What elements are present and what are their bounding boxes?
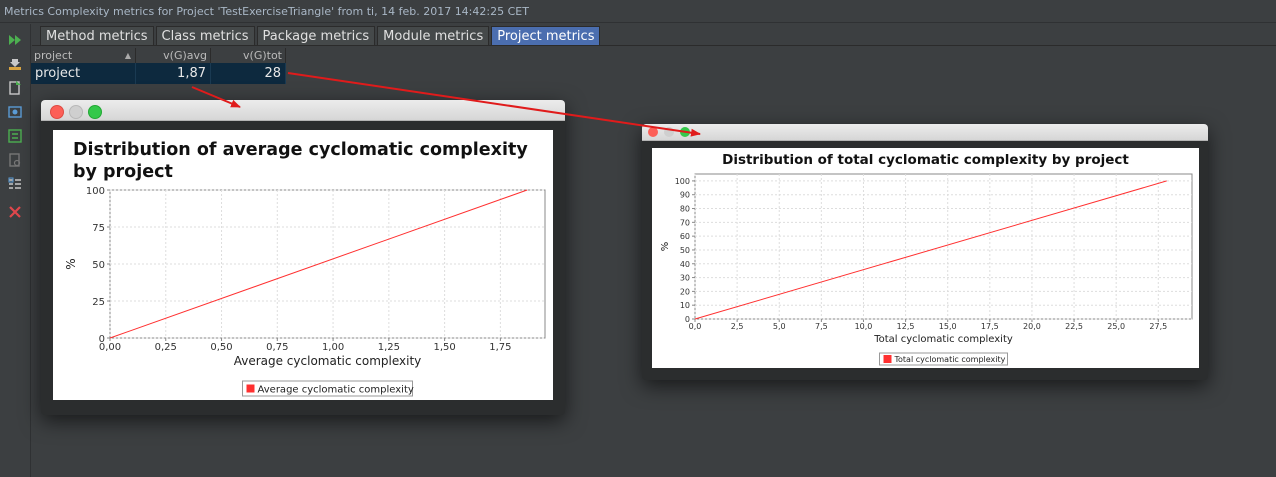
- export-file-icon[interactable]: [7, 80, 23, 96]
- tot-chart-plot: 0,0 2,5 5,0 7,5 10,0 12,5 15,0 17,5 20,0 22,5 25,0…: [660, 173, 1193, 366]
- window-title: Metrics Complexity metrics for Project '…: [0, 0, 1276, 23]
- series-line: [694, 180, 1167, 320]
- y-tick-label: 50: [680, 246, 690, 255]
- legend-swatch: [883, 355, 892, 363]
- metrics-tabs: Method metrics Class metrics Package met…: [40, 26, 601, 46]
- x-tick-label: 1,50: [433, 342, 455, 353]
- settings-icon[interactable]: [7, 176, 23, 192]
- pdf-icon[interactable]: [7, 152, 23, 168]
- x-tick-label: 0,00: [99, 342, 121, 353]
- x-tick-label: 10,0: [855, 322, 873, 331]
- y-tick-label: 20: [680, 287, 690, 296]
- y-tick-label: 50: [92, 260, 105, 271]
- legend-label: Total cyclomatic complexity: [894, 355, 1006, 364]
- x-tick-label: 17,5: [981, 322, 999, 331]
- metrics-toolbar: [0, 24, 31, 477]
- y-tick-label: 40: [680, 260, 690, 269]
- compare-icon[interactable]: [7, 128, 23, 144]
- tab-project-metrics[interactable]: Project metrics: [491, 26, 601, 46]
- tab-package-metrics[interactable]: Package metrics: [256, 26, 376, 46]
- metrics-table: project ▲ v(G)avg v(G)tot project 1,87 2…: [31, 48, 286, 84]
- cell-project[interactable]: project: [31, 63, 136, 84]
- tab-module-metrics[interactable]: Module metrics: [377, 26, 490, 46]
- x-tick-label: 1,75: [489, 342, 511, 353]
- y-tick-label: 100: [675, 177, 690, 186]
- y-tick-label: 0: [99, 334, 105, 345]
- x-tick-label: 15,0: [939, 322, 957, 331]
- close-window-icon[interactable]: [50, 105, 64, 119]
- series-line: [109, 189, 528, 339]
- x-tick-label: 25,0: [1107, 322, 1125, 331]
- x-tick-label: 0,25: [155, 342, 177, 353]
- cell-vg-avg[interactable]: 1,87: [136, 63, 211, 84]
- x-tick-label: 0,50: [210, 342, 232, 353]
- x-tick-label: 7,5: [815, 322, 828, 331]
- x-tick-label: 27,5: [1149, 322, 1167, 331]
- x-tick-label: 2,5: [731, 322, 744, 331]
- avg-chart-title: Distribution of average cyclomatic compl…: [73, 140, 528, 182]
- sort-ascending-icon: ▲: [124, 51, 131, 60]
- snapshot-icon[interactable]: [7, 104, 23, 120]
- close-window-icon[interactable]: [648, 127, 658, 137]
- y-tick-label: 100: [86, 186, 105, 197]
- x-tick-label: 1,25: [378, 342, 400, 353]
- column-header-project[interactable]: project ▲: [31, 48, 136, 63]
- legend-label: Average cyclomatic complexity: [258, 385, 414, 396]
- y-tick-label: 30: [680, 274, 690, 283]
- x-axis-label: Average cyclomatic complexity: [234, 354, 422, 368]
- x-tick-label: 12,5: [897, 322, 915, 331]
- y-tick-label: 70: [680, 218, 690, 227]
- avg-chart-plot: 0,00 0,25 0,50 0,75 1,00 1,25 1,50 1,75 0 25 50 75 1…: [64, 186, 546, 397]
- legend-swatch: [246, 384, 255, 393]
- minimize-window-icon[interactable]: [69, 105, 83, 119]
- y-tick-label: 25: [92, 297, 105, 308]
- legend-box: [242, 380, 413, 397]
- avg-chart-window-titlebar[interactable]: [41, 100, 565, 121]
- maximize-window-icon[interactable]: [88, 105, 102, 119]
- y-tick-label: 60: [680, 232, 690, 241]
- column-header-label: project: [34, 49, 73, 62]
- table-header: project ▲ v(G)avg v(G)tot: [31, 48, 286, 63]
- x-tick-label: 22,5: [1065, 322, 1083, 331]
- export-icon[interactable]: [7, 56, 23, 72]
- y-axis-label: %: [64, 258, 78, 269]
- tot-chart-panel: Distribution of total cyclomatic complex…: [652, 148, 1199, 368]
- x-tick-label: 0,0: [689, 322, 702, 331]
- y-tick-label: 90: [680, 191, 690, 200]
- legend-box: [879, 352, 1008, 366]
- y-tick-label: 80: [680, 205, 690, 214]
- x-axis-label: Total cyclomatic complexity: [873, 334, 1013, 345]
- column-header-vg-avg[interactable]: v(G)avg: [136, 48, 211, 63]
- run-icon[interactable]: [7, 32, 23, 48]
- x-tick-label: 5,0: [773, 322, 786, 331]
- column-header-vg-tot[interactable]: v(G)tot: [211, 48, 286, 63]
- y-axis-label: %: [660, 242, 671, 252]
- tot-chart-title: Distribution of total cyclomatic complex…: [722, 152, 1129, 168]
- table-row[interactable]: project 1,87 28: [31, 63, 286, 84]
- tot-chart-window: Distribution of total cyclomatic complex…: [642, 124, 1208, 380]
- avg-chart-window: Distribution of average cyclomatic compl…: [41, 100, 565, 415]
- x-tick-label: 1,00: [322, 342, 344, 353]
- y-tick-label: 10: [680, 301, 690, 310]
- tot-chart-window-titlebar[interactable]: [642, 124, 1208, 141]
- x-tick-label: 0,75: [266, 342, 288, 353]
- tab-class-metrics[interactable]: Class metrics: [155, 26, 255, 46]
- tab-divider: [32, 45, 1276, 46]
- maximize-window-icon[interactable]: [680, 127, 690, 137]
- minimize-window-icon[interactable]: [664, 127, 674, 137]
- close-icon[interactable]: [7, 204, 23, 220]
- tab-method-metrics[interactable]: Method metrics: [40, 26, 154, 46]
- avg-chart-panel: Distribution of average cyclomatic compl…: [53, 130, 553, 400]
- y-tick-label: 75: [92, 223, 105, 234]
- cell-vg-tot[interactable]: 28: [211, 63, 286, 84]
- x-tick-label: 20,0: [1023, 322, 1041, 331]
- y-tick-label: 0: [685, 315, 690, 324]
